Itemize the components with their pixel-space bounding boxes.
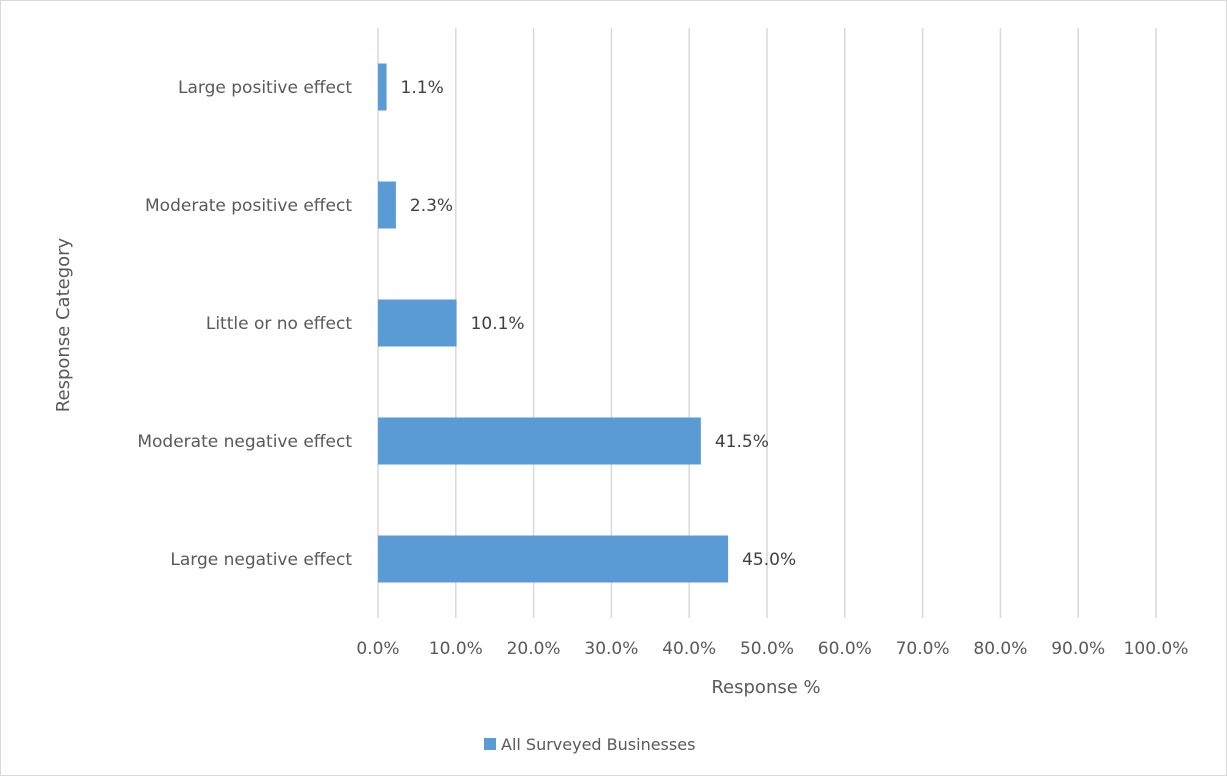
category-label-moderate-positive-effect: Moderate positive effect [145, 196, 352, 216]
category-label-large-positive-effect: Large positive effect [178, 78, 352, 98]
x-tick-label-40: 40.0% [662, 639, 716, 659]
data-label-large-negative-effect: 45.0% [742, 550, 796, 570]
bars [378, 63, 729, 583]
x-tick-label-10: 10.0% [429, 639, 483, 659]
data-labels: 1.1% 2.3% 10.1% 41.5% 45.0% [401, 78, 797, 570]
bar-large-negative-effect [378, 535, 729, 583]
x-tick-label-50: 50.0% [740, 639, 794, 659]
x-tick-label-20: 20.0% [507, 639, 561, 659]
data-label-moderate-positive-effect: 2.3% [410, 196, 453, 216]
y-axis-title: Response Category [53, 237, 74, 412]
bar-moderate-positive-effect [378, 181, 396, 229]
legend-swatch [484, 738, 496, 750]
category-label-moderate-negative-effect: Moderate negative effect [137, 432, 352, 452]
x-axis-title: Response % [711, 677, 820, 698]
data-label-little-or-no-effect: 10.1% [471, 314, 525, 334]
category-label-little-or-no-effect: Little or no effect [206, 314, 352, 334]
data-label-moderate-negative-effect: 41.5% [715, 432, 769, 452]
category-label-large-negative-effect: Large negative effect [170, 550, 352, 570]
legend: All Surveyed Businesses [484, 735, 695, 754]
bar-moderate-negative-effect [378, 417, 701, 465]
category-labels: Large positive effect Moderate positive e… [137, 78, 352, 570]
x-tick-label-90: 90.0% [1051, 639, 1105, 659]
legend-label-all-surveyed-businesses: All Surveyed Businesses [501, 735, 695, 754]
x-tick-label-0: 0.0% [356, 639, 399, 659]
x-tick-labels: 0.0% 10.0% 20.0% 30.0% 40.0% 50.0% 60.0% 70.0% 8… [356, 639, 1188, 659]
gridlines [377, 28, 1157, 618]
x-tick-label-80: 80.0% [973, 639, 1027, 659]
x-tick-label-60: 60.0% [818, 639, 872, 659]
bar-large-positive-effect [378, 63, 387, 111]
bar-little-or-no-effect [378, 299, 457, 347]
x-tick-label-100: 100.0% [1124, 639, 1189, 659]
x-tick-label-70: 70.0% [896, 639, 950, 659]
data-label-large-positive-effect: 1.1% [401, 78, 444, 98]
x-tick-label-30: 30.0% [584, 639, 638, 659]
